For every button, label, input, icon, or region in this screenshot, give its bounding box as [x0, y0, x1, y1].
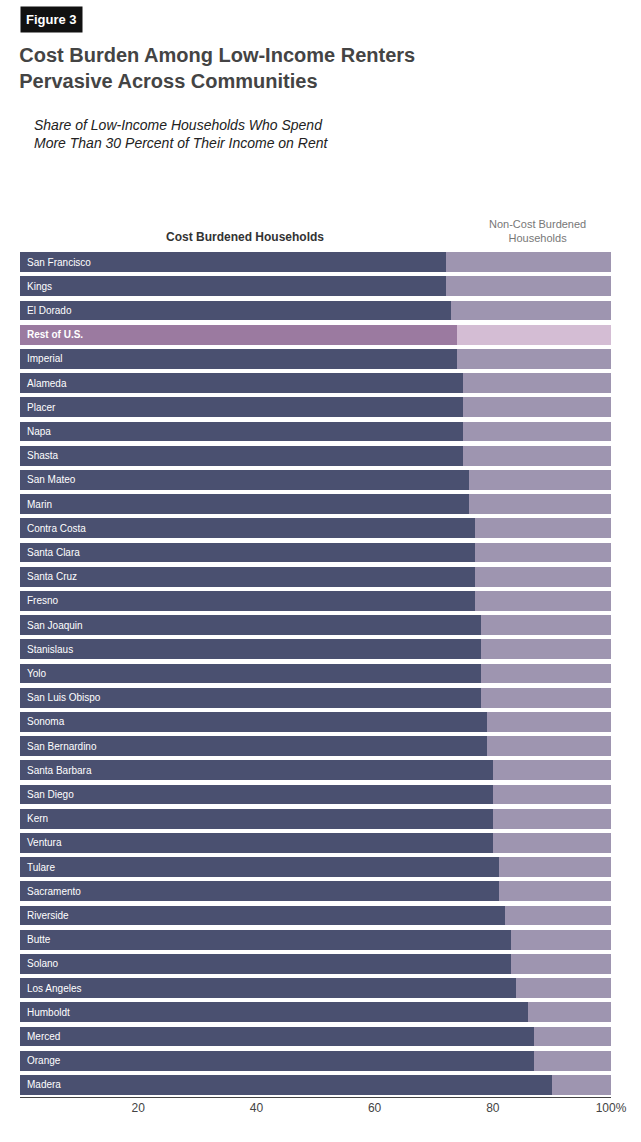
svg-text:Fresno: Fresno [27, 595, 59, 606]
svg-text:Stanislaus: Stanislaus [27, 644, 73, 655]
svg-text:Ventura: Ventura [27, 837, 62, 848]
svg-text:Riverside: Riverside [27, 910, 69, 921]
svg-text:Imperial: Imperial [27, 353, 63, 364]
svg-text:Kern: Kern [27, 813, 48, 824]
svg-text:Kings: Kings [27, 281, 52, 292]
svg-text:Madera: Madera [27, 1079, 61, 1090]
svg-text:Contra Costa: Contra Costa [27, 523, 86, 534]
svg-text:San Mateo: San Mateo [27, 474, 76, 485]
svg-text:Share of Low-Income Households: Share of Low-Income Households Who Spend… [34, 117, 328, 151]
svg-text:Santa Clara: Santa Clara [27, 547, 80, 558]
svg-text:Solano: Solano [27, 958, 59, 969]
svg-text:60: 60 [368, 1101, 382, 1115]
svg-text:Santa Cruz: Santa Cruz [27, 571, 77, 582]
svg-text:Yolo: Yolo [27, 668, 47, 679]
svg-text:Santa Barbara: Santa Barbara [27, 765, 92, 776]
svg-text:San Luis Obispo: San Luis Obispo [27, 692, 101, 703]
svg-text:Butte: Butte [27, 934, 51, 945]
svg-text:Cost Burden Among Low-Income R: Cost Burden Among Low-Income RentersPerv… [19, 44, 415, 92]
svg-text:San Francisco: San Francisco [27, 257, 91, 268]
svg-text:Non-Cost BurdenedHouseholds: Non-Cost BurdenedHouseholds [489, 218, 586, 244]
svg-text:Cost Burdened Households: Cost Burdened Households [166, 230, 324, 244]
svg-text:Humboldt: Humboldt [27, 1007, 70, 1018]
svg-text:El Dorado: El Dorado [27, 305, 72, 316]
svg-text:Marin: Marin [27, 499, 52, 510]
svg-text:20: 20 [132, 1101, 146, 1115]
svg-text:Orange: Orange [27, 1055, 61, 1066]
svg-text:Placer: Placer [27, 402, 56, 413]
svg-text:Shasta: Shasta [27, 450, 59, 461]
svg-text:Tulare: Tulare [27, 862, 55, 873]
svg-text:Rest of U.S.: Rest of U.S. [27, 329, 83, 340]
svg-text:San Joaquin: San Joaquin [27, 620, 83, 631]
svg-text:Los Angeles: Los Angeles [27, 983, 82, 994]
svg-text:Figure 3: Figure 3 [26, 12, 77, 27]
svg-text:Merced: Merced [27, 1031, 60, 1042]
svg-text:San Bernardino: San Bernardino [27, 741, 97, 752]
svg-text:80: 80 [486, 1101, 500, 1115]
svg-text:Sonoma: Sonoma [27, 716, 65, 727]
svg-text:Alameda: Alameda [27, 378, 67, 389]
svg-text:40: 40 [250, 1101, 264, 1115]
svg-text:Sacramento: Sacramento [27, 886, 81, 897]
svg-text:Napa: Napa [27, 426, 51, 437]
svg-text:100%: 100% [596, 1101, 627, 1115]
svg-text:San Diego: San Diego [27, 789, 74, 800]
